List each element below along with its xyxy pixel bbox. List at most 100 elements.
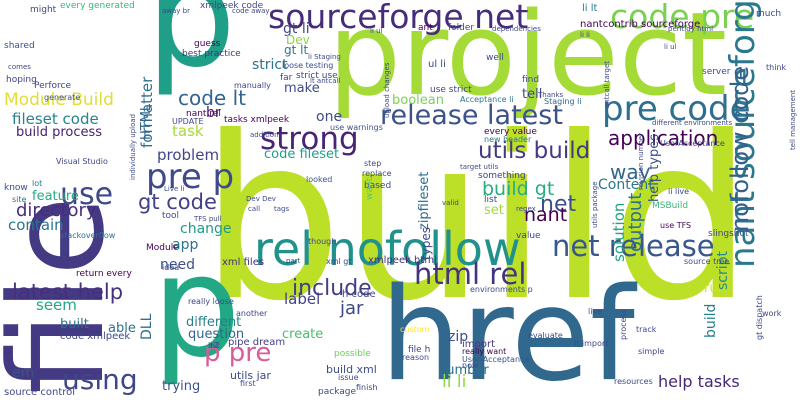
word-gt-dispatch: gt dispatch	[755, 295, 764, 340]
word-help-tasks: help tasks	[658, 372, 740, 391]
word-something: something	[478, 171, 526, 181]
word-antcall-target: antcall target	[603, 60, 611, 108]
word-really-loose: really loose	[188, 297, 234, 306]
word-p-pre: p pre	[204, 338, 272, 368]
word-generate: generate	[44, 93, 81, 102]
word-include: include	[292, 276, 372, 301]
word-using: using	[62, 363, 138, 396]
word-acceptance-li: Acceptance li	[460, 95, 514, 104]
word-reason: reason	[402, 353, 430, 362]
word-msbuild: MSBuild	[652, 201, 689, 211]
word-li-live: li live	[668, 187, 690, 196]
word-xml-gt: xml gt	[326, 257, 352, 266]
word-utils-jar: utils jar	[230, 369, 271, 382]
word-ant: ant	[418, 23, 433, 33]
word-build-gt: build gt	[482, 178, 555, 200]
word-strong: strong	[260, 121, 359, 157]
word-xmlpeek-code: xmlpeek code	[200, 1, 264, 11]
word-make: make	[284, 81, 320, 96]
word-tell-management: tell management	[789, 89, 797, 150]
word-away-br: away br	[162, 7, 190, 15]
word-set: set	[484, 203, 504, 218]
word-visual-studio: Visual Studio	[56, 157, 108, 166]
word-now: now	[462, 361, 479, 370]
word-build-vertical: build	[703, 303, 719, 338]
word-code-pre: code pre	[610, 0, 755, 36]
word-ul-li: ul li	[428, 59, 446, 70]
word-li-ul-b: li ul	[664, 43, 677, 51]
word-output: output	[625, 192, 646, 252]
word-li-lt: li lt	[582, 3, 598, 14]
word-package: package	[318, 387, 356, 397]
word-work: work	[762, 309, 782, 318]
word-pipe-dream: pipe dream	[228, 337, 286, 348]
word-li-li-small: li li	[580, 31, 591, 39]
word-call: call	[248, 205, 261, 213]
word-zip: zip	[448, 329, 469, 345]
word-nant-rel: nant rel	[186, 109, 221, 119]
word-br: br	[206, 105, 221, 121]
word-every-value: every value	[484, 127, 537, 137]
word-need: need	[160, 257, 195, 273]
word-net-release: net release	[552, 229, 715, 263]
word-html-rel: html rel	[414, 257, 527, 291]
word-lt-antcall: lt antcall	[310, 77, 341, 85]
word-resources: resources	[614, 377, 653, 386]
word-addition: addition	[250, 131, 279, 139]
word-far: far	[280, 73, 293, 83]
word-xmlpeek-html: xmlpeek html	[368, 255, 437, 266]
word-dev: Dev	[286, 33, 310, 47]
word-import: import	[462, 339, 496, 350]
word-hoping: hoping	[6, 75, 37, 85]
word-release-latest: release latest	[380, 100, 563, 131]
word-possible: possible	[334, 349, 371, 359]
word-p-bottom: p	[152, 226, 241, 389]
word-zipfileset: zipfileset	[417, 171, 432, 230]
word-tool: tool	[162, 211, 180, 221]
word-environments-p: environments p	[470, 285, 533, 294]
word-h2: h2	[208, 341, 219, 350]
word-lot: lot	[32, 179, 43, 188]
word-slingshot: slingshot	[708, 229, 749, 239]
word-new-header: new header	[484, 135, 532, 144]
word-build-huge: build	[200, 89, 754, 351]
word-code-xmlpeek: code xmlpeek	[60, 331, 131, 342]
word-server: server	[702, 67, 731, 77]
word-upload-changes: upload changes	[383, 62, 391, 118]
word-href: href	[380, 261, 635, 400]
word-run: run	[704, 281, 726, 296]
word-fileset-code: fileset code	[12, 110, 99, 128]
word-track: track	[636, 325, 657, 334]
word-replace: replace	[362, 169, 392, 178]
word-folder: folder	[448, 23, 475, 33]
word-strict-use: strict use	[296, 71, 338, 81]
word-latest-help: latest help	[12, 280, 124, 304]
word-problem: problem	[157, 146, 220, 164]
word-p-top: p	[146, 0, 237, 99]
word-build-xml: build xml	[326, 363, 377, 376]
word-custom: custom	[400, 325, 430, 334]
word-change: change	[180, 221, 232, 237]
word-strict: strict	[252, 57, 288, 73]
word-comes: comes	[8, 63, 31, 71]
word-nofollow-code: nofollow code	[726, 65, 754, 232]
word-find: find	[522, 75, 540, 85]
word-looked: looked	[306, 175, 333, 184]
word-finish: finish	[356, 383, 378, 392]
word-code-lt: code lt	[178, 86, 246, 110]
word-tell: tell	[522, 87, 543, 102]
word-content: Content	[598, 177, 654, 193]
word-really-want: really want	[462, 347, 507, 356]
word-built: built	[60, 317, 89, 332]
word-one: one	[316, 109, 343, 125]
word-module-build: Module Build	[4, 90, 114, 110]
word-thanks: Thanks	[538, 91, 564, 99]
word-directory: directory	[16, 200, 97, 221]
word-boolean: boolean	[392, 93, 444, 108]
word-site: site	[12, 195, 27, 204]
word-know: know	[4, 183, 28, 193]
word-lt-import: lt import	[574, 339, 609, 348]
word-dependencies: dependencies	[492, 25, 541, 33]
word-nant: nant	[524, 204, 568, 226]
word-label: label	[284, 290, 321, 308]
